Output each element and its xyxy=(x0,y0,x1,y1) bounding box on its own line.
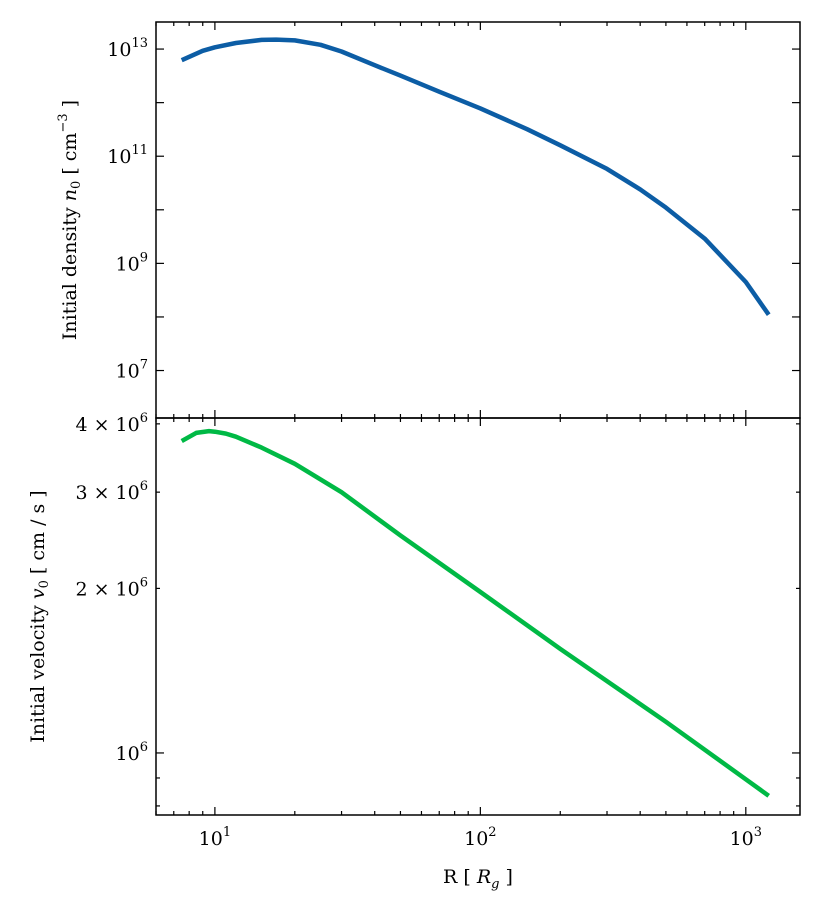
velocity-panel: 106 2 × 106 3 × 106 4 × 106 101 102 103 Initial… xyxy=(27,411,801,892)
y-tick-label: 1011 xyxy=(107,143,148,168)
y-axis-label: Initial velocity v0 [ cm / s ] xyxy=(27,490,52,742)
y-tick-label: 107 xyxy=(116,358,148,383)
x-axis-label: R [ Rg ] xyxy=(443,866,513,892)
plot-frame xyxy=(155,417,801,816)
y-tick-label: 2 × 106 xyxy=(75,575,148,600)
series-line xyxy=(180,428,771,798)
y-tick-label: 3 × 106 xyxy=(75,479,148,504)
x-tick-label: 102 xyxy=(464,825,496,850)
y-tick-label: 4 × 106 xyxy=(75,411,148,436)
plot-frame xyxy=(155,21,801,419)
series-line xyxy=(180,37,771,316)
density-panel: 107 109 1011 1013 Initial density n0 [ cm−3 … xyxy=(56,21,801,419)
x-tick-label: 101 xyxy=(199,825,231,850)
x-tick-label: 103 xyxy=(730,825,762,850)
y-tick-label: 109 xyxy=(116,250,148,275)
y-tick-label: 106 xyxy=(116,740,148,765)
y-axis-label: Initial density n0 [ cm−3 ] xyxy=(56,100,84,340)
y-tick-label: 1013 xyxy=(107,36,148,61)
